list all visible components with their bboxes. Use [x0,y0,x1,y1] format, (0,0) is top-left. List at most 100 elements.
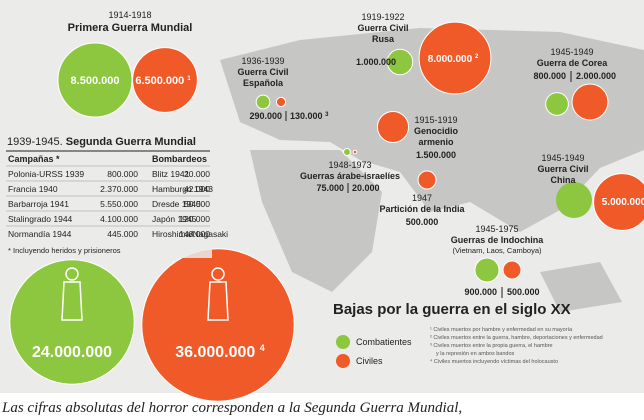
table-header: Bombardeos [152,154,207,164]
conflict-name: China [550,175,576,185]
conflict-name: Guerra Civil [537,164,588,174]
legend-title: Bajas por la guerra en el siglo XX [333,301,571,318]
bubble [502,260,522,280]
table-header: Campañas * [8,154,60,164]
conflict-name: Española [243,78,284,88]
note-ref: 3 [325,112,329,118]
dates: 1914-1918 [108,10,151,20]
dates: 1945-1949 [541,153,584,163]
table-cell: Blitz 1941 [152,169,190,179]
bubble [141,248,295,402]
dates: 1919-1922 [361,12,404,22]
bubble [9,259,135,385]
table-body: Polonia-URSS 1939 800.000 Blitz 194120.000… [6,165,228,239]
value-label: 500.000 [507,287,540,297]
conflict-name: Genocidio [414,126,459,136]
bubble [376,110,410,144]
dates: 1945-1975 [475,224,518,234]
table-cell: 800.000 [107,169,138,179]
bubble [545,92,569,116]
table-cell: 120.000 [179,214,210,224]
value-label: 20.000 [352,183,380,193]
table-cell: 4.100.000 [100,214,138,224]
bubble [556,182,592,218]
value-label: 1.500.000 [416,150,456,160]
value-label: 75.000 [316,183,344,193]
legend-label: Civiles [356,356,383,366]
conflict-name: Segunda Guerra Mundial [66,136,196,148]
conflict-name: Guerra Civil [357,23,408,33]
conflict-name: armenio [418,137,454,147]
legend-label: Combatientes [356,337,412,347]
conflict-name: Guerras de Indochina [451,235,545,245]
bubble [593,173,644,231]
bubble [57,42,133,118]
bubble [474,257,500,283]
bubble [132,47,198,113]
silhouette [65,267,79,281]
value-label: 800.000 [533,71,566,81]
table-cell: Normandía 1944 [8,229,72,239]
table-cell: 20.000 [184,169,210,179]
table-cell: Hamburgo 1943 [152,184,213,194]
value-label: 36.000.000 [175,344,255,361]
dates: 1936-1939 [241,56,284,66]
table-cell: Polonia-URSS 1939 [8,169,84,179]
value-label: 130.000 3 [290,111,329,121]
value-label: 1.000.000 [356,57,396,67]
map-land [220,28,644,312]
footnote: * Incluyendo heridos y prisioneros [8,246,121,255]
value-label: 500.000 [406,217,439,227]
table-cell: Stalingrado 1944 [8,214,73,224]
conflict-name: Partición de la India [379,204,465,214]
table-title: 1939-1945. Segunda Guerra Mundial [7,136,196,148]
value-label: 24.000.000 [32,344,112,361]
value-label: 8.000.000 [428,54,473,65]
dates: 1939-1945. [7,136,63,148]
table-cell: Dresde 1945 [152,199,201,209]
bubble [255,94,271,110]
table-cell: 2.370.000 [100,184,138,194]
note-ref: 1 [187,76,191,82]
bubble [571,83,609,121]
silhouette [207,281,229,321]
table-cell: Japón 1945 [152,214,197,224]
value-label: 6.500.000 1 [135,75,191,87]
table-cell: 5.550.000 [100,199,138,209]
note: y la represión en ambos bandos [436,351,515,357]
conflict-name: Guerra de Corea [537,58,609,68]
note-ref: 2 [475,54,479,60]
note: ⁴ Civiles muertos incluyendo víctimas de… [430,358,558,365]
table-cell: Hiroshima/Nagasaki [152,229,228,239]
note-ref: 4 [260,343,265,353]
legend-swatch [336,335,350,349]
silhouette [211,267,225,281]
value-label: 2.000.000 [576,71,616,81]
value-label: 6.500.000 [135,75,184,87]
value-label: 130.000 [290,111,323,121]
table-panel [0,132,212,258]
conflict-name: Guerra Civil [237,67,288,77]
legend-swatch [336,354,350,368]
conflict-name: Guerras árabe-israelíes [300,171,400,181]
conflict-name: Primera Guerra Mundial [68,22,193,34]
caption: Las cifras absolutas del horror correspo… [1,400,462,416]
subtitle: (Vietnam, Laos, Camboya) [452,246,542,255]
dates: 1915-1919 [414,115,457,125]
bubble [352,149,358,155]
value-label: 290.000 [249,111,282,121]
conflict-name: Rusa [372,34,395,44]
value-label: 8.000.000 2 [428,54,479,65]
note: ¹ Civiles muertos por hambre y enfermeda… [430,327,573,333]
table-cell: 42.000 [184,184,210,194]
table-cell: Francia 1940 [8,184,58,194]
bubble [417,170,437,190]
silhouette [61,281,83,321]
bubbles [9,21,644,402]
note: ² Civiles muertos entre la guerra, hambr… [430,335,603,341]
bubble [418,21,492,95]
table-cell: 148.000 [179,229,210,239]
table-cell: 445.000 [107,229,138,239]
table-cell: Barbarroja 1941 [8,199,69,209]
